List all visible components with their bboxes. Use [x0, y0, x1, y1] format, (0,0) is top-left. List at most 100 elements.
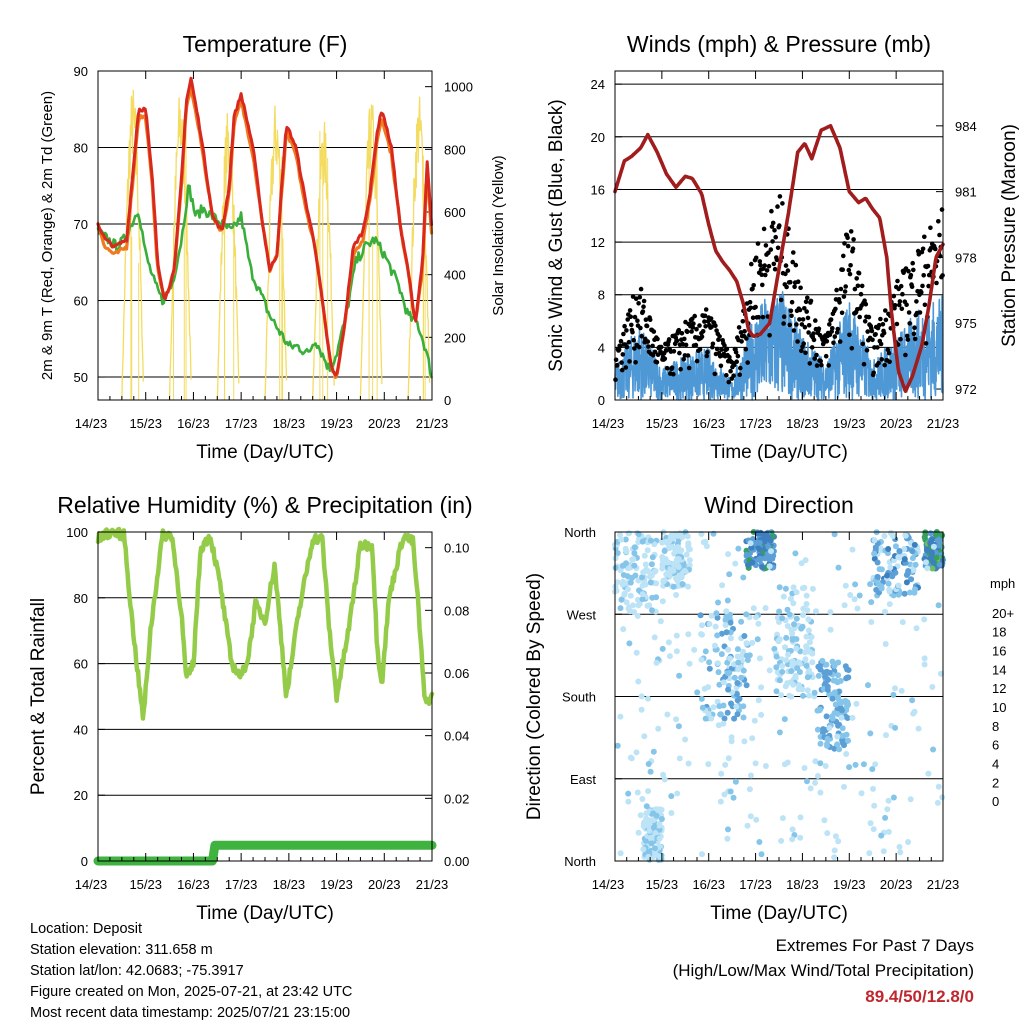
gust-point	[781, 321, 786, 326]
wind-direction-point	[779, 815, 786, 822]
gust-point	[685, 329, 690, 335]
gust-point	[704, 353, 710, 359]
x-axis-label: Time (Day/UTC)	[196, 903, 334, 924]
wind-direction-point	[789, 836, 796, 843]
wind-direction-point	[664, 711, 671, 718]
wind-direction-point	[625, 798, 632, 805]
extremes-value: 89.4/50/12.8/0	[865, 987, 974, 1006]
gust-point	[781, 314, 787, 320]
wind-direction-point	[730, 794, 737, 801]
wind-direction-point	[749, 735, 756, 742]
gust-point	[854, 276, 859, 281]
gust-point	[860, 341, 866, 347]
gust-point	[851, 237, 856, 242]
wind-direction-point	[929, 549, 935, 556]
y-tick-label: 8	[598, 288, 605, 303]
x-tick-label: 18/23	[786, 416, 819, 431]
wind-direction-point	[792, 672, 799, 679]
y-tick-label: 80	[74, 591, 88, 606]
wind-direction-point	[756, 546, 763, 552]
wind-direction-point	[627, 579, 634, 586]
wind-direction-point	[680, 562, 687, 569]
x-tick-label: 17/23	[225, 877, 258, 892]
x-tick-label: 20/23	[368, 877, 401, 892]
wind-direction-point	[648, 561, 655, 568]
gust-point	[806, 323, 812, 328]
wind-direction-point	[706, 621, 713, 627]
gust-point	[911, 331, 917, 337]
wind-direction-point	[812, 758, 819, 765]
x-tick-label: 19/23	[833, 416, 866, 431]
wind-direction-point	[817, 706, 823, 713]
wind-direction-point	[872, 544, 879, 551]
gust-point	[685, 353, 691, 358]
gust-point	[728, 368, 733, 374]
wind-direction-point	[728, 738, 735, 745]
wind-direction-point	[673, 592, 680, 598]
wind-direction-point	[762, 763, 769, 769]
wind-direction-point	[634, 789, 641, 796]
wind-direction-point	[804, 674, 811, 681]
wind-direction-point	[826, 725, 833, 731]
wind-direction-point	[681, 567, 688, 574]
gust-point	[767, 333, 772, 338]
wind-direction-point	[829, 695, 836, 702]
gust-point	[771, 261, 777, 267]
panel-title: Relative Humidity (%) & Precipitation (i…	[57, 492, 472, 518]
gust-point	[636, 301, 641, 306]
wind-direction-point	[653, 580, 660, 587]
x-tick-label: 21/23	[416, 416, 449, 431]
gust-point	[887, 359, 892, 365]
gust-point	[934, 280, 939, 286]
wind-direction-point	[934, 537, 941, 544]
wind-direction-point	[725, 826, 731, 833]
wind-direction-point	[668, 793, 675, 800]
wind-direction-point	[675, 544, 681, 551]
wind-direction-point	[685, 760, 692, 767]
gust-point	[832, 334, 838, 339]
gust-point	[760, 314, 766, 320]
gust-point	[769, 224, 775, 229]
wind-direction-point	[614, 579, 621, 586]
gust-point	[755, 241, 761, 246]
wind-direction-point	[658, 816, 665, 822]
gust-point	[627, 308, 633, 313]
gust-point	[906, 268, 911, 274]
gust-point	[922, 302, 928, 308]
wind-direction-point	[699, 851, 705, 858]
wind-direction-point	[901, 546, 908, 552]
wind-direction-point	[659, 645, 666, 652]
wind-direction-point	[897, 849, 904, 856]
wind-direction-point	[671, 550, 678, 557]
gust-point	[923, 341, 929, 346]
colorbar-label: 6	[992, 738, 999, 753]
gust-point	[615, 362, 620, 368]
gust-point	[795, 279, 801, 285]
gust-point	[772, 228, 777, 233]
gust-point	[756, 314, 761, 320]
gust-point	[750, 315, 756, 321]
wind-direction-point	[618, 596, 625, 603]
gust-point	[631, 337, 636, 343]
gust-point	[774, 257, 780, 263]
wind-direction-point	[762, 605, 769, 611]
wind-direction-point	[624, 586, 631, 593]
wind-direction-point	[728, 700, 734, 707]
wind-direction-point	[889, 573, 896, 580]
gust-point	[743, 346, 749, 352]
wind-direction-point	[903, 579, 910, 586]
gust-point	[666, 337, 672, 342]
wind-direction-point	[826, 669, 833, 676]
gust-point	[898, 336, 903, 342]
wind-direction-point	[650, 748, 657, 755]
gust-point	[750, 286, 755, 292]
gust-point	[639, 333, 644, 339]
wind-direction-point	[901, 556, 908, 563]
wind-direction-point	[727, 655, 733, 662]
wind-direction-point	[645, 761, 652, 767]
gust-point	[814, 363, 820, 368]
wind-direction-point	[787, 595, 794, 602]
wind-direction-point	[823, 713, 830, 720]
plot-frame	[97, 531, 433, 862]
wind-direction-point	[752, 760, 759, 767]
